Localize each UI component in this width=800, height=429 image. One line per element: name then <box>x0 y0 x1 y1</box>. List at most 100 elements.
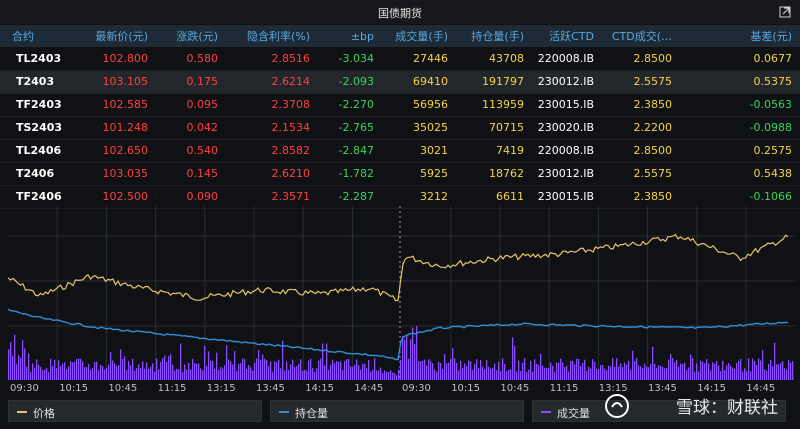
volume-bar <box>76 359 78 380</box>
volume-bar <box>120 349 122 380</box>
x-tick-label: 13:15 <box>599 383 628 394</box>
col-header[interactable]: 最新价(元) <box>76 25 156 47</box>
open-interest: 113959 <box>456 93 532 117</box>
volume-bar <box>394 373 396 380</box>
volume: 35025 <box>382 116 456 140</box>
col-header[interactable]: 合约 <box>0 25 76 47</box>
volume-bar <box>360 369 362 380</box>
volume-bar <box>506 371 508 380</box>
volume-bar <box>400 359 402 380</box>
table-row[interactable]: TS2403 101.248 0.042 2.1534 -2.765 35025… <box>0 116 800 140</box>
volume-bar <box>656 367 658 380</box>
col-header[interactable]: CTD成交(… <box>602 25 680 47</box>
table-row[interactable]: T2406 103.035 0.145 2.6210 -1.782 5925 1… <box>0 162 800 186</box>
volume-bar <box>494 363 496 380</box>
active-ctd: 230020.IB <box>532 116 602 140</box>
col-header[interactable]: ±bp <box>318 25 382 47</box>
implied-rate: 2.3571 <box>226 185 318 209</box>
volume-bar <box>128 360 130 380</box>
volume-bar <box>326 343 328 380</box>
volume-bar <box>188 362 190 380</box>
expand-icon[interactable] <box>778 5 792 19</box>
futures-quote-table: 合约 最新价(元) 涨跌(元) 隐含利率(%) ±bp 成交量(手) 持仓量(手… <box>0 25 800 209</box>
volume-bar <box>164 355 166 380</box>
intraday-chart[interactable]: 09:30 10:15 10:45 11:15 13:15 13:45 14:15 14:45… <box>0 206 800 396</box>
table-row[interactable]: TL2406 102.650 0.540 2.8582 -2.847 3021 … <box>0 139 800 163</box>
volume-bar <box>504 364 506 380</box>
volume-bar <box>346 359 348 380</box>
open-interest-swatch <box>279 411 289 413</box>
x-tick-label: 11:15 <box>158 383 187 394</box>
col-header[interactable]: 活跃CTD <box>532 25 602 47</box>
volume-bar <box>710 370 712 380</box>
volume-bar <box>334 363 336 380</box>
volume-bar <box>706 359 708 380</box>
volume-bar <box>242 358 244 380</box>
active-ctd: 220008.IB <box>532 139 602 163</box>
volume-bar <box>152 363 154 380</box>
volume-bar <box>264 358 266 380</box>
volume-bar <box>712 362 714 380</box>
table-row[interactable]: TF2403 102.585 0.095 2.3708 -2.270 56956… <box>0 93 800 117</box>
col-header[interactable]: 基差(元) <box>680 25 800 47</box>
open-interest: 7419 <box>456 139 532 163</box>
volume-bar <box>36 359 38 380</box>
volume-bar <box>266 360 268 380</box>
volume-bar <box>206 366 208 380</box>
volume-bar <box>300 359 302 380</box>
ctd-trade: 2.3850 <box>602 93 680 117</box>
volume-bar <box>624 362 626 380</box>
volume-bar <box>446 363 448 380</box>
xueqiu-logo-icon <box>605 394 629 418</box>
volume-bar <box>458 370 460 380</box>
volume-bar <box>134 370 136 380</box>
legend-item-price[interactable]: 价格 <box>8 400 262 422</box>
col-header[interactable]: 涨跌(元) <box>156 25 226 47</box>
volume-bar <box>354 365 356 380</box>
volume-bar <box>472 370 474 380</box>
volume-bar <box>96 361 98 380</box>
volume-bar <box>448 362 450 380</box>
volume-bar <box>56 368 58 380</box>
bp-change: -2.270 <box>318 93 382 117</box>
volume-bar <box>662 366 664 380</box>
volume-bar <box>634 361 636 380</box>
change: 0.090 <box>156 185 226 209</box>
volume-bar <box>214 368 216 380</box>
legend-item-volume[interactable]: 成交量 <box>532 400 786 422</box>
volume-bar <box>760 360 762 380</box>
volume-bar <box>600 365 602 380</box>
price-swatch <box>17 411 27 413</box>
volume-bar <box>668 359 670 380</box>
volume-bar <box>592 359 594 380</box>
col-header[interactable]: 成交量(手) <box>382 25 456 47</box>
volume-bar <box>282 340 284 380</box>
volume-bar <box>330 364 332 380</box>
volume-bar <box>286 361 288 380</box>
volume-bar <box>516 371 518 380</box>
volume-bar <box>554 371 556 380</box>
col-header[interactable]: 持仓量(手) <box>456 25 532 47</box>
volume-bar <box>66 369 68 380</box>
volume-bar <box>230 361 232 380</box>
volume-bar <box>750 371 752 380</box>
volume-bar <box>304 369 306 380</box>
col-header[interactable]: 隐含利率(%) <box>226 25 318 47</box>
volume-bar <box>450 359 452 380</box>
table-row[interactable]: TF2406 102.500 0.090 2.3571 -2.287 3212 … <box>0 185 800 209</box>
basis: 0.5375 <box>680 70 800 94</box>
implied-rate: 2.1534 <box>226 116 318 140</box>
volume-bar <box>138 364 140 380</box>
table-row[interactable]: TL2403 102.800 0.580 2.8516 -3.034 27446… <box>0 47 800 71</box>
change: 0.580 <box>156 47 226 71</box>
price-line <box>7 233 789 302</box>
volume-bar <box>438 361 440 380</box>
volume-bar <box>578 358 580 380</box>
basis: -0.0988 <box>680 116 800 140</box>
volume-bar <box>94 362 96 380</box>
volume-bar <box>720 371 722 380</box>
volume-bar <box>310 358 312 380</box>
volume-bar <box>508 369 510 380</box>
table-row[interactable]: T2403 103.105 0.175 2.6214 -2.093 69410 … <box>0 70 800 94</box>
legend-item-open-interest[interactable]: 持仓量 <box>270 400 524 422</box>
